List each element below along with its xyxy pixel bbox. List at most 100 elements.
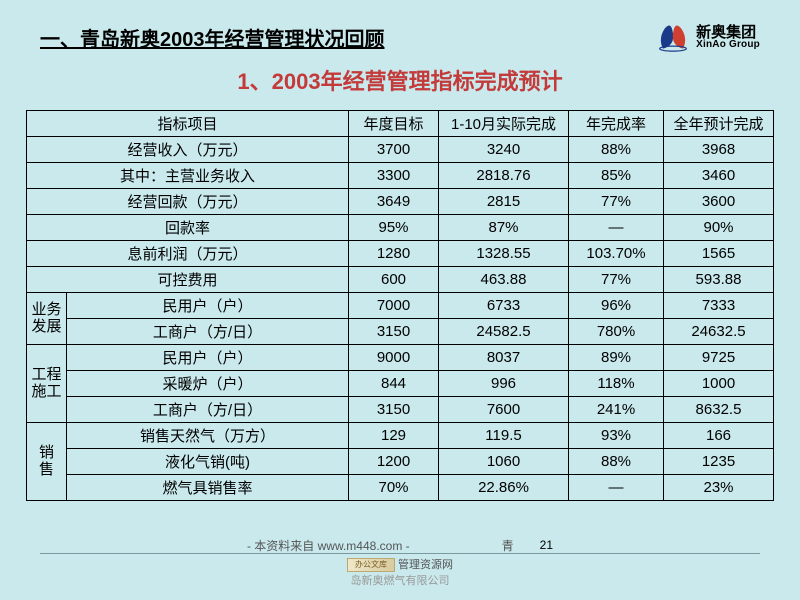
row-label: 民用户（户） — [67, 293, 349, 319]
table-row: 经营回款（万元） 3649 2815 77% 3600 — [27, 189, 774, 215]
row-label: 经营回款（万元） — [27, 189, 349, 215]
row-label: 液化气销(吨) — [67, 449, 349, 475]
cell: 3600 — [664, 189, 774, 215]
metrics-table: 指标项目 年度目标 1-10月实际完成 年完成率 全年预计完成 经营收入（万元）… — [26, 110, 774, 501]
cell: 90% — [664, 215, 774, 241]
row-label: 销售天然气（万方） — [67, 423, 349, 449]
cell: 8037 — [439, 345, 569, 371]
cell: 996 — [439, 371, 569, 397]
footer-extra: 青 — [502, 537, 514, 554]
cell: — — [569, 215, 664, 241]
cell: 88% — [569, 449, 664, 475]
cell: 1328.55 — [439, 241, 569, 267]
row-label: 燃气具销售率 — [67, 475, 349, 501]
row-label: 工商户（方/日） — [67, 319, 349, 345]
cell: 1060 — [439, 449, 569, 475]
cell: 129 — [349, 423, 439, 449]
logo-name-en: XinAo Group — [696, 40, 760, 50]
footer-source: - 本资料来自 www.m448.com - — [247, 537, 410, 554]
logo-icon — [656, 22, 690, 52]
table-row: 燃气具销售率 70% 22.86% — 23% — [27, 475, 774, 501]
group-label: 工程施工 — [27, 345, 67, 423]
company-logo: 新奥集团 XinAo Group — [656, 22, 760, 52]
table-row: 销售 销售天然气（万方） 129 119.5 93% 166 — [27, 423, 774, 449]
cell: 93% — [569, 423, 664, 449]
cell: 89% — [569, 345, 664, 371]
row-label: 息前利润（万元） — [27, 241, 349, 267]
col-indicator: 指标项目 — [27, 111, 349, 137]
cell: 600 — [349, 267, 439, 293]
watermark-icon: 办公文库 — [347, 558, 395, 572]
cell: 463.88 — [439, 267, 569, 293]
logo-name-cn: 新奥集团 — [696, 25, 760, 40]
cell: 70% — [349, 475, 439, 501]
cell: 593.88 — [664, 267, 774, 293]
table-row: 业务发展 民用户（户） 7000 6733 96% 7333 — [27, 293, 774, 319]
col-rate: 年完成率 — [569, 111, 664, 137]
cell: 3460 — [664, 163, 774, 189]
cell: 24582.5 — [439, 319, 569, 345]
cell: 780% — [569, 319, 664, 345]
table-row: 工程施工 民用户（户） 9000 8037 89% 9725 — [27, 345, 774, 371]
cell: 118% — [569, 371, 664, 397]
row-label: 民用户（户） — [67, 345, 349, 371]
group-label: 业务发展 — [27, 293, 67, 345]
table-row: 液化气销(吨) 1200 1060 88% 1235 — [27, 449, 774, 475]
cell: 6733 — [439, 293, 569, 319]
cell: 8632.5 — [664, 397, 774, 423]
table-row: 回款率 95% 87% — 90% — [27, 215, 774, 241]
page-number: 21 — [540, 538, 553, 552]
cell: 77% — [569, 189, 664, 215]
cell: 166 — [664, 423, 774, 449]
row-label: 回款率 — [27, 215, 349, 241]
cell: 7000 — [349, 293, 439, 319]
cell: 88% — [569, 137, 664, 163]
cell: 9725 — [664, 345, 774, 371]
cell: 1200 — [349, 449, 439, 475]
cell: 1565 — [664, 241, 774, 267]
cell: 103.70% — [569, 241, 664, 267]
cell: 3150 — [349, 319, 439, 345]
cell: 77% — [569, 267, 664, 293]
col-target: 年度目标 — [349, 111, 439, 137]
table-header-row: 指标项目 年度目标 1-10月实际完成 年完成率 全年预计完成 — [27, 111, 774, 137]
watermark-text: 管理资源网 — [398, 559, 453, 571]
cell: 1235 — [664, 449, 774, 475]
cell: 3649 — [349, 189, 439, 215]
table-row: 息前利润（万元） 1280 1328.55 103.70% 1565 — [27, 241, 774, 267]
cell: 1000 — [664, 371, 774, 397]
cell: 23% — [664, 475, 774, 501]
cell: 7600 — [439, 397, 569, 423]
cell: 241% — [569, 397, 664, 423]
table-row: 采暖炉（户） 844 996 118% 1000 — [27, 371, 774, 397]
section-title: 一、青岛新奥2003年经营管理状况回顾 — [40, 23, 385, 52]
cell: 7333 — [664, 293, 774, 319]
table-row: 工商户（方/日） 3150 7600 241% 8632.5 — [27, 397, 774, 423]
cell: 3300 — [349, 163, 439, 189]
cell: 9000 — [349, 345, 439, 371]
cell: 2815 — [439, 189, 569, 215]
col-actual: 1-10月实际完成 — [439, 111, 569, 137]
cell: 22.86% — [439, 475, 569, 501]
cell: 3968 — [664, 137, 774, 163]
footer-cut-text: 岛新奥燃气有限公司 — [0, 572, 800, 588]
cell: 844 — [349, 371, 439, 397]
cell: — — [569, 475, 664, 501]
slide-subtitle: 1、2003年经营管理指标完成预计 — [0, 64, 800, 96]
cell: 3150 — [349, 397, 439, 423]
cell: 3240 — [439, 137, 569, 163]
row-label: 可控费用 — [27, 267, 349, 293]
cell: 96% — [569, 293, 664, 319]
cell: 3700 — [349, 137, 439, 163]
cell: 1280 — [349, 241, 439, 267]
cell: 2818.76 — [439, 163, 569, 189]
cell: 85% — [569, 163, 664, 189]
cell: 95% — [349, 215, 439, 241]
table-row: 工商户（方/日） 3150 24582.5 780% 24632.5 — [27, 319, 774, 345]
col-forecast: 全年预计完成 — [664, 111, 774, 137]
row-label: 工商户（方/日） — [67, 397, 349, 423]
table-row: 经营收入（万元） 3700 3240 88% 3968 — [27, 137, 774, 163]
row-label: 采暖炉（户） — [67, 371, 349, 397]
cell: 119.5 — [439, 423, 569, 449]
cell: 87% — [439, 215, 569, 241]
